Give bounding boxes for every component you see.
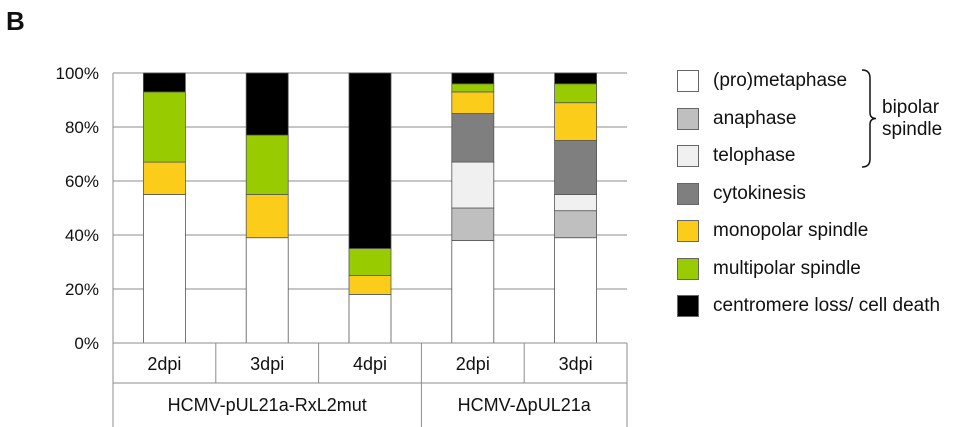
x-tick-label: 4dpi	[353, 354, 387, 374]
y-tick-label: 0%	[74, 334, 99, 353]
x-tick-label: 3dpi	[559, 354, 593, 374]
y-tick-label: 60%	[65, 172, 99, 191]
bar-segment	[142, 91, 186, 163]
legend-label: centromere loss/ cell death	[713, 295, 941, 316]
brace-icon	[861, 69, 877, 168]
bar-segment	[451, 91, 495, 114]
legend-item: cytokinesis	[677, 181, 974, 207]
legend-item: anaphase	[677, 106, 974, 132]
bar-segment	[554, 237, 597, 344]
bar-segment	[554, 83, 597, 104]
bar-segment	[554, 72, 597, 85]
bar-segment	[554, 102, 597, 141]
legend-label: (pro)metaphase	[713, 70, 848, 91]
bar-segment	[348, 275, 392, 295]
panel-label: B	[6, 6, 25, 36]
bar-segment	[451, 83, 495, 93]
x-tick-label: 3dpi	[250, 354, 284, 374]
group-label: HCMV-ΔpUL21a	[458, 395, 592, 415]
legend-swatch	[677, 145, 699, 167]
legend-swatch	[677, 70, 699, 92]
legend-label: multipolar spindle	[713, 257, 861, 279]
legend-item: multipolar spindle	[677, 256, 974, 282]
bar-segment	[451, 161, 495, 209]
x-tick-label: 2dpi	[147, 354, 181, 374]
y-tick-label: 20%	[65, 280, 99, 299]
x-tick-label: 2dpi	[456, 354, 490, 374]
bar-segment	[554, 194, 597, 212]
bar-segment	[348, 248, 392, 276]
bar-segment	[451, 239, 495, 344]
bar-segment	[142, 161, 186, 195]
y-tick-label: 40%	[65, 226, 99, 245]
bar-segment	[348, 72, 392, 249]
bar-segment	[554, 140, 597, 195]
legend-item: telophase	[677, 143, 974, 169]
legend-label: anaphase	[713, 107, 797, 129]
group-label: HCMV-pUL21a-RxL2mut	[168, 395, 367, 415]
legend-swatch	[677, 257, 699, 280]
legend-swatch	[677, 295, 699, 317]
bar-segment	[451, 113, 495, 163]
legend-swatch	[677, 107, 699, 130]
y-tick-label: 100%	[56, 64, 99, 83]
y-tick-label: 80%	[65, 118, 99, 137]
bar-segment	[245, 194, 289, 239]
bar-segment	[142, 194, 186, 344]
bar-segment	[451, 72, 495, 85]
bar-segment	[245, 134, 289, 195]
bar-segment	[348, 293, 392, 344]
bar-segment	[245, 237, 289, 344]
bar-segment	[142, 72, 186, 93]
legend-swatch	[677, 182, 699, 205]
bracket-label: bipolar	[882, 96, 940, 118]
bar-segment	[451, 207, 495, 241]
legend-label: monopolar spindle	[713, 220, 869, 241]
legend-label: telophase	[713, 145, 796, 166]
legend-swatch	[677, 220, 699, 242]
legend-label: cytokinesis	[713, 182, 806, 204]
bracket-label: spindle	[882, 118, 943, 140]
legend-item: centromere loss/ cell death	[677, 293, 974, 319]
legend-item: monopolar spindle	[677, 218, 974, 244]
bar-segment	[245, 72, 289, 136]
legend-item: (pro)metaphase	[677, 68, 974, 94]
bar-segment	[554, 210, 597, 239]
